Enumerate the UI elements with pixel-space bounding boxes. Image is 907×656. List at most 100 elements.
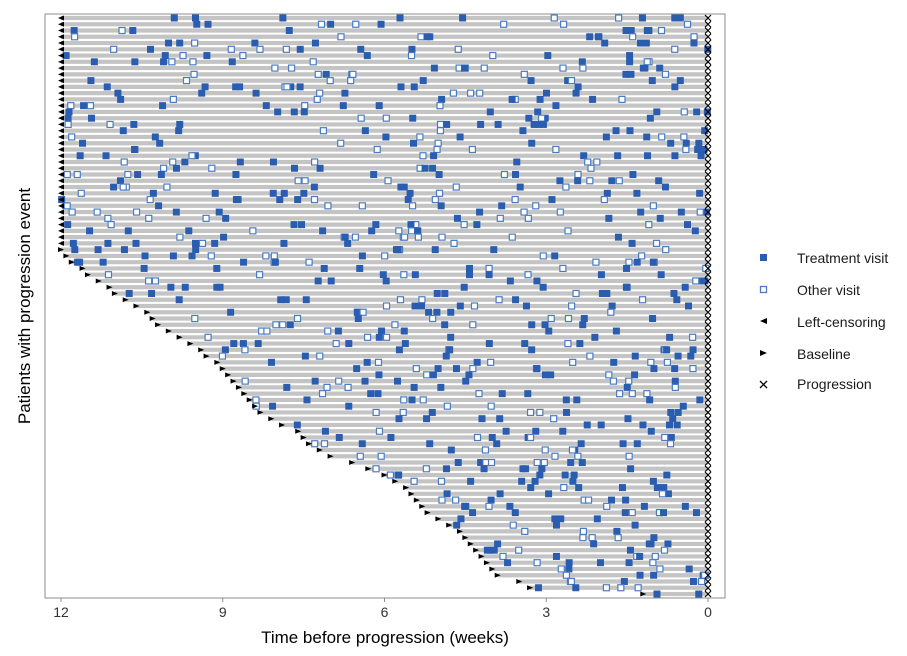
treatment-visit-marker bbox=[627, 27, 635, 35]
other-visit-marker bbox=[509, 521, 517, 529]
treatment-visit-marker bbox=[408, 45, 416, 53]
other-visit-marker bbox=[182, 77, 191, 85]
other-visit-marker bbox=[481, 446, 490, 454]
treatment-visit-marker bbox=[80, 102, 88, 110]
other-visit-marker bbox=[567, 302, 576, 310]
other-visit-marker bbox=[272, 321, 280, 329]
other-visit-marker bbox=[207, 252, 215, 260]
baseline-marker bbox=[279, 422, 286, 428]
other-visit-marker bbox=[524, 214, 532, 222]
treatment-visit-marker bbox=[410, 83, 418, 91]
treatment-visit-marker bbox=[149, 189, 157, 197]
treatment-visit-marker bbox=[674, 408, 682, 416]
treatment-visit-marker bbox=[344, 239, 352, 247]
other-visit-marker bbox=[660, 546, 669, 554]
other-visit-marker bbox=[500, 20, 508, 28]
left-censoring-marker bbox=[58, 234, 64, 240]
treatment-visit-marker bbox=[534, 120, 542, 128]
treatment-visit-marker bbox=[124, 227, 132, 235]
other-visit-marker bbox=[408, 202, 417, 210]
treatment-visit-marker bbox=[302, 296, 310, 304]
other-visit-marker bbox=[475, 390, 483, 398]
other-visit-marker bbox=[77, 189, 85, 197]
baseline-marker bbox=[246, 397, 253, 403]
other-visit-marker bbox=[287, 64, 296, 72]
treatment-visit-marker bbox=[425, 308, 433, 316]
treatment-visit-marker bbox=[627, 70, 635, 78]
other-visit-marker bbox=[227, 45, 235, 53]
other-visit-marker bbox=[93, 208, 101, 216]
treatment-visit-marker bbox=[605, 214, 613, 222]
treatment-visit-marker bbox=[534, 108, 542, 116]
treatment-visit-marker bbox=[221, 346, 229, 354]
other-visit-marker bbox=[615, 14, 623, 22]
other-visit-marker bbox=[526, 433, 535, 442]
treatment-visit-marker bbox=[695, 590, 703, 598]
other-visit-marker bbox=[169, 95, 177, 103]
progression-marker bbox=[704, 89, 712, 97]
other-visit-marker bbox=[326, 77, 334, 85]
treatment-visit-marker bbox=[370, 171, 378, 179]
baseline-marker bbox=[144, 309, 151, 315]
treatment-visit-marker bbox=[87, 77, 95, 85]
treatment-visit-marker bbox=[437, 383, 445, 391]
progression-marker bbox=[704, 471, 712, 479]
treatment-visit-marker bbox=[488, 433, 496, 441]
other-visit-marker bbox=[294, 177, 302, 185]
treatment-visit-marker bbox=[626, 52, 634, 60]
other-visit-marker bbox=[433, 145, 441, 154]
other-visit-marker bbox=[324, 202, 332, 210]
treatment-visit-marker bbox=[176, 39, 184, 47]
other-visit-marker bbox=[110, 45, 118, 53]
treatment-visit-marker bbox=[430, 64, 438, 72]
other-visit-marker bbox=[628, 509, 636, 517]
treatment-visit-marker bbox=[619, 440, 627, 448]
treatment-visit-marker bbox=[542, 89, 550, 97]
treatment-visit-marker bbox=[647, 427, 655, 435]
other-visit-marker bbox=[579, 527, 588, 535]
treatment-visit-marker bbox=[375, 371, 383, 379]
other-visit-marker bbox=[593, 158, 601, 166]
other-visit-marker bbox=[617, 584, 625, 592]
treatment-visit-marker bbox=[597, 421, 605, 429]
other-visit-marker bbox=[437, 477, 446, 485]
treatment-visit-marker bbox=[476, 208, 484, 216]
treatment-visit-marker bbox=[525, 114, 533, 122]
left-censoring-marker bbox=[58, 178, 64, 184]
treatment-visit-marker bbox=[498, 390, 506, 398]
treatment-visit-marker bbox=[486, 108, 494, 116]
other-visit-marker bbox=[564, 339, 572, 348]
other-visit-marker bbox=[351, 233, 360, 241]
left-censoring-marker bbox=[58, 78, 64, 84]
left-censoring-marker bbox=[58, 109, 64, 115]
baseline-marker bbox=[111, 290, 118, 296]
baseline-marker bbox=[413, 497, 420, 503]
treatment-visit-marker bbox=[636, 39, 644, 47]
treatment-visit-marker bbox=[579, 321, 587, 329]
other-visit-marker bbox=[645, 221, 653, 229]
other-visit-marker bbox=[550, 415, 558, 423]
treatment-visit-marker bbox=[103, 83, 111, 91]
treatment-visit-marker bbox=[673, 421, 681, 429]
treatment-visit-marker bbox=[702, 208, 710, 216]
treatment-visit-marker bbox=[341, 89, 349, 97]
treatment-visit-marker bbox=[697, 277, 705, 285]
treatment-visit-marker bbox=[460, 283, 468, 291]
treatment-visit-marker bbox=[94, 246, 102, 254]
other-visit-marker bbox=[332, 339, 340, 348]
progression-marker bbox=[704, 77, 712, 84]
other-visit-marker bbox=[335, 377, 343, 385]
treatment-visit-marker bbox=[76, 258, 84, 266]
other-visit-marker bbox=[241, 377, 249, 385]
treatment-visit-marker bbox=[518, 477, 526, 485]
other-visit-marker bbox=[400, 233, 409, 241]
treatment-visit-marker bbox=[563, 408, 571, 416]
treatment-visit-marker bbox=[674, 352, 682, 360]
other-visit-marker bbox=[443, 402, 451, 410]
treatment-visit-marker bbox=[311, 39, 319, 47]
treatment-visit-marker bbox=[574, 177, 582, 185]
treatment-visit-marker bbox=[683, 221, 691, 229]
treatment-visit-marker bbox=[357, 45, 365, 53]
treatment-visit-marker bbox=[298, 221, 306, 229]
other-visit-marker bbox=[467, 89, 475, 97]
